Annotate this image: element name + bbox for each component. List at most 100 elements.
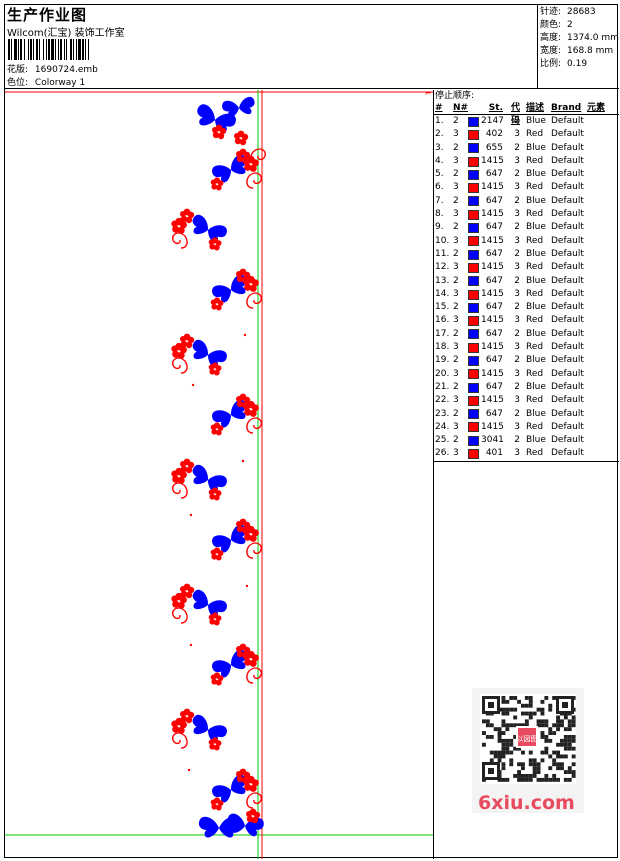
col-stitches: St. — [488, 103, 503, 113]
curl-ornament — [246, 542, 262, 559]
cell-desc: Red — [526, 288, 544, 299]
cell-needle: 3 — [453, 368, 459, 379]
cell-brand: Default — [551, 328, 584, 339]
curl-ornament — [172, 232, 188, 249]
color-swatch — [468, 447, 481, 460]
thread-color-swatch — [468, 369, 479, 380]
pattern-line: 花版: 1690724.emb — [7, 62, 98, 75]
colorway-line: 色位: Colorway 1 — [7, 75, 85, 88]
cell-code: 2 — [514, 302, 520, 313]
cell-index: 12. — [435, 262, 450, 273]
cell-needle: 2 — [453, 275, 459, 286]
cell-brand: Default — [551, 248, 584, 259]
cell-index: 14. — [435, 288, 450, 299]
cell-element — [587, 128, 617, 141]
table-row: 22. 3 1415 3 Red Default — [434, 394, 619, 407]
cell-brand: Default — [551, 262, 584, 273]
cell-element — [587, 434, 617, 447]
cell-index: 10. — [435, 235, 450, 246]
cell-stitches: 647 — [485, 222, 503, 233]
cell-desc: Red — [526, 155, 544, 166]
curl-ornament — [246, 292, 262, 309]
cell-element — [587, 301, 617, 314]
color-swatch — [468, 328, 481, 341]
table-row: 9. 2 647 2 Blue Default — [434, 221, 619, 234]
cell-stitches: 2147 — [481, 116, 504, 126]
color-swatch — [468, 394, 481, 407]
cell-stitches: 1415 — [481, 368, 504, 379]
cell-brand: Default — [551, 355, 584, 366]
cell-element — [587, 408, 617, 421]
cell-index: 24. — [435, 421, 450, 432]
cell-desc: Blue — [526, 248, 546, 259]
thread-color-swatch — [468, 249, 479, 260]
cell-needle: 2 — [453, 195, 459, 206]
cell-index: 13. — [435, 275, 450, 286]
cell-index: 22. — [435, 395, 450, 406]
cell-element — [587, 115, 617, 128]
cell-code: 3 — [514, 315, 520, 326]
stat-stitches: 针迹: 28683 — [540, 7, 596, 17]
color-swatch — [468, 181, 481, 194]
thread-color-swatch — [468, 382, 479, 393]
cell-desc: Blue — [526, 222, 546, 233]
cell-stitches: 1415 — [481, 342, 504, 353]
cell-stitches: 647 — [485, 328, 503, 339]
color-swatch — [468, 235, 481, 248]
cell-needle: 3 — [453, 288, 459, 299]
table-row: 15. 2 647 2 Blue Default — [434, 301, 619, 314]
table-row: 2. 3 402 3 Red Default — [434, 128, 619, 141]
guide-marker: ⌐ — [425, 90, 432, 98]
cell-desc: Blue — [526, 116, 546, 126]
cell-desc: Blue — [526, 275, 546, 286]
cell-needle: 2 — [453, 142, 459, 153]
color-swatch — [468, 168, 481, 181]
color-swatch — [468, 354, 481, 367]
cell-needle: 3 — [453, 448, 459, 459]
table-row: 18. 3 1415 3 Red Default — [434, 341, 619, 354]
stitch-dot — [245, 584, 249, 588]
cell-brand: Default — [551, 222, 584, 233]
cell-code: 2 — [514, 222, 520, 233]
cell-code: 3 — [514, 129, 520, 140]
butterfly-motif — [187, 712, 229, 746]
cell-index: 26. — [435, 448, 450, 459]
table-row: 1. 2 2147 2 Blue Default — [434, 115, 619, 128]
color-swatch — [468, 408, 481, 421]
colorway-label: 色位: — [7, 78, 29, 88]
cell-brand: Default — [551, 116, 584, 126]
cell-brand: Default — [551, 288, 584, 299]
cell-index: 8. — [435, 209, 444, 220]
cell-element — [587, 394, 617, 407]
cell-needle: 3 — [453, 182, 459, 193]
cell-code: 2 — [514, 328, 520, 339]
cell-code: 2 — [514, 248, 520, 259]
cell-element — [587, 181, 617, 194]
cell-stitches: 647 — [485, 169, 503, 180]
col-brand: Brand — [551, 103, 582, 113]
cell-desc: Blue — [526, 169, 546, 180]
cell-desc: Blue — [526, 355, 546, 366]
cell-needle: 3 — [453, 155, 459, 166]
cell-desc: Red — [526, 182, 544, 193]
cell-stitches: 647 — [485, 195, 503, 206]
thread-color-swatch — [468, 449, 479, 460]
flower-motif — [234, 130, 249, 146]
cell-code: 3 — [514, 209, 520, 220]
cell-index: 25. — [435, 435, 450, 446]
cell-index: 11. — [435, 248, 450, 259]
table-row: 3. 2 655 2 Blue Default — [434, 142, 619, 155]
cell-needle: 3 — [453, 315, 459, 326]
cell-element — [587, 421, 617, 434]
cell-element — [587, 248, 617, 261]
thread-color-swatch — [468, 422, 479, 433]
cell-brand: Default — [551, 129, 584, 140]
stitch-dot — [189, 513, 193, 517]
design-preview: ⌐ — [5, 90, 433, 859]
cell-stitches: 647 — [485, 355, 503, 366]
stitch-dot — [187, 768, 191, 772]
cell-brand: Default — [551, 381, 584, 392]
cell-stitches: 1415 — [481, 421, 504, 432]
cell-desc: Red — [526, 448, 544, 459]
cell-needle: 3 — [453, 395, 459, 406]
